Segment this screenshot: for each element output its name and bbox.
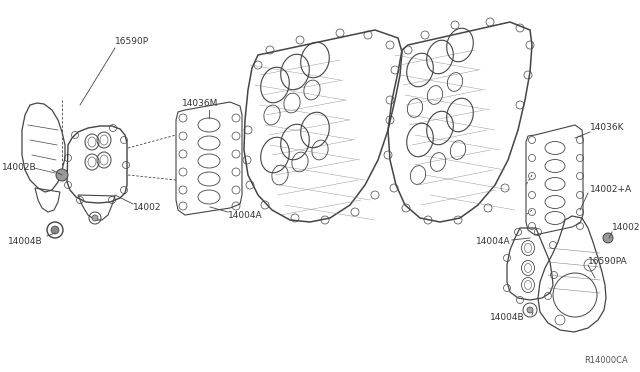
Circle shape	[56, 169, 68, 181]
Text: 16590PA: 16590PA	[588, 257, 628, 266]
Text: 14002B: 14002B	[612, 224, 640, 232]
Circle shape	[92, 215, 98, 221]
Circle shape	[51, 226, 59, 234]
Text: R14000CA: R14000CA	[584, 356, 628, 365]
Text: 14004B: 14004B	[8, 237, 43, 247]
Text: 14004A: 14004A	[476, 237, 511, 247]
Text: 14036K: 14036K	[590, 124, 625, 132]
Text: 16590P: 16590P	[115, 38, 149, 46]
Text: 14004B: 14004B	[490, 314, 525, 323]
Circle shape	[527, 307, 533, 313]
Circle shape	[603, 233, 613, 243]
Text: 14002: 14002	[133, 202, 161, 212]
Text: 14002B: 14002B	[2, 164, 36, 173]
Text: 14036M: 14036M	[182, 99, 218, 108]
Text: 14002+A: 14002+A	[590, 186, 632, 195]
Text: 14004A: 14004A	[228, 211, 262, 219]
